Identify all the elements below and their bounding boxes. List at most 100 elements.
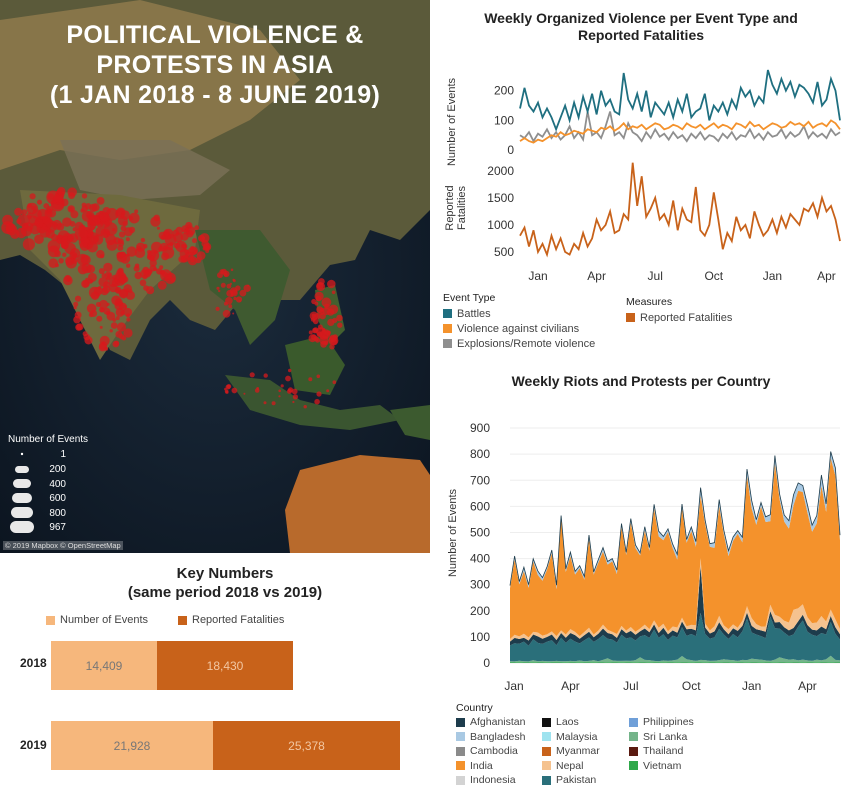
event-marker (62, 252, 67, 257)
legend-item-nepal[interactable]: Nepal (542, 759, 629, 774)
series-line-violence-against-civilians[interactable] (519, 119, 841, 144)
legend-swatch (629, 761, 638, 771)
legend-label: Laos (556, 716, 579, 729)
legend-item-myanmar[interactable]: Myanmar (542, 744, 629, 759)
event-marker (106, 311, 116, 321)
event-marker (292, 394, 298, 400)
event-marker (47, 245, 60, 258)
legend-label: Myanmar (556, 745, 600, 758)
event-marker (216, 286, 220, 290)
legend-item-reported-fatalities[interactable]: Reported Fatalities (626, 310, 732, 325)
series-line-explosions-remote-violence[interactable] (519, 111, 841, 143)
event-marker (96, 197, 105, 205)
event-marker (225, 390, 229, 394)
size-legend-label: 200 (49, 464, 66, 475)
events-tick-label: 0 (507, 143, 514, 157)
legend-swatch (456, 746, 465, 756)
event-marker (32, 209, 42, 220)
area-pakistan[interactable] (510, 612, 840, 662)
organized-violence-chart[interactable]: 0 100 200 500 1000 1500 2000 Jan Apr Jul Oct Jan Ap… (440, 50, 850, 300)
event-marker (57, 235, 62, 239)
events-bar-2018[interactable]: 14,409 (51, 641, 157, 690)
fatalities-axis-label-line-2: Fatalities (456, 185, 468, 230)
size-legend-symbol (11, 507, 33, 518)
event-marker (14, 207, 23, 216)
map-title-line-1: POLITICAL VIOLENCE & (66, 21, 364, 49)
events-tick-label: 100 (494, 113, 514, 127)
event-marker (103, 262, 113, 272)
event-marker (288, 368, 292, 373)
event-marker (45, 229, 55, 239)
fatalities-bar-2019[interactable]: 25,378 (213, 721, 400, 770)
key-legend-events[interactable]: Number of Events (46, 614, 148, 626)
y-tick-label: 700 (470, 473, 490, 487)
y-tick-label: 200 (470, 604, 490, 618)
event-marker (58, 258, 64, 264)
legend-item-pakistan[interactable]: Pakistan (542, 773, 629, 788)
legend-swatch (456, 775, 465, 785)
legend-label: Nepal (556, 759, 584, 772)
legend-label: Thailand (643, 745, 684, 758)
fatalities-tick-label: 500 (494, 245, 514, 259)
event-marker (263, 401, 267, 405)
legend-item-explosions[interactable]: Explosions/Remote violence (443, 336, 595, 351)
event-marker (64, 274, 72, 282)
event-marker (116, 322, 127, 332)
map-attribution[interactable]: © 2019 Mapbox © OpenStreetMap (3, 541, 123, 550)
legend-item-violence-against-civilians[interactable]: Violence against civilians (443, 321, 595, 336)
event-marker (121, 335, 127, 341)
legend-item-afghanistan[interactable]: Afghanistan (456, 715, 542, 730)
event-marker (230, 268, 234, 272)
map-canvas[interactable] (0, 0, 430, 553)
area-india[interactable] (510, 458, 840, 639)
legend-swatch (542, 761, 551, 771)
event-marker (139, 279, 147, 287)
legend-item-cambodia[interactable]: Cambodia (456, 744, 542, 759)
legend-item-laos[interactable]: Laos (542, 715, 629, 730)
legend-item-malaysia[interactable]: Malaysia (542, 730, 629, 745)
event-marker (157, 280, 167, 290)
event-marker (47, 206, 53, 212)
event-marker (205, 245, 211, 251)
event-marker (34, 218, 44, 228)
event-marker (181, 257, 187, 263)
event-marker (95, 226, 106, 237)
event-marker (319, 307, 324, 312)
event-marker (125, 288, 129, 292)
series-line-battles[interactable] (519, 69, 841, 132)
event-marker (117, 244, 124, 251)
event-marker (330, 337, 338, 346)
event-marker (83, 242, 88, 247)
event-marker (287, 388, 292, 394)
event-marker (81, 205, 88, 212)
event-marker (185, 227, 190, 232)
area-sri-lanka[interactable] (510, 655, 840, 663)
series-line-reported-fatalities[interactable] (519, 162, 841, 258)
event-marker (313, 336, 319, 342)
legend-item-philippines[interactable]: Philippines (629, 715, 729, 730)
legend-item-vietnam[interactable]: Vietnam (629, 759, 729, 774)
legend-item-india[interactable]: India (456, 759, 542, 774)
area-vietnam[interactable] (510, 662, 840, 663)
legend-item-sri-lanka[interactable]: Sri Lanka (629, 730, 729, 745)
legend-swatch (542, 717, 551, 727)
legend-swatch (542, 732, 551, 742)
event-marker (77, 253, 89, 266)
event-marker (161, 252, 170, 261)
key-legend-fatalities[interactable]: Reported Fatalities (178, 614, 284, 626)
legend-item-bangladesh[interactable]: Bangladesh (456, 730, 542, 745)
legend-item-indonesia[interactable]: Indonesia (456, 773, 542, 788)
x-tick-label: Jan (504, 679, 523, 693)
legend-label: India (470, 759, 493, 772)
event-marker (73, 306, 77, 310)
y-tick-label: 800 (470, 447, 490, 461)
legend-item-battles[interactable]: Battles (443, 306, 595, 321)
events-bar-2019[interactable]: 21,928 (51, 721, 213, 770)
legend-item-thailand[interactable]: Thailand (629, 744, 729, 759)
event-marker (143, 285, 149, 291)
fatalities-bar-2018[interactable]: 18,430 (157, 641, 293, 690)
event-marker (22, 238, 35, 251)
event-marker (303, 405, 307, 409)
event-marker (291, 388, 298, 395)
riots-protests-chart[interactable]: 0 100 200 300 400 500 600 700 800 900 Jan Apr Jul Oct… (440, 395, 850, 700)
